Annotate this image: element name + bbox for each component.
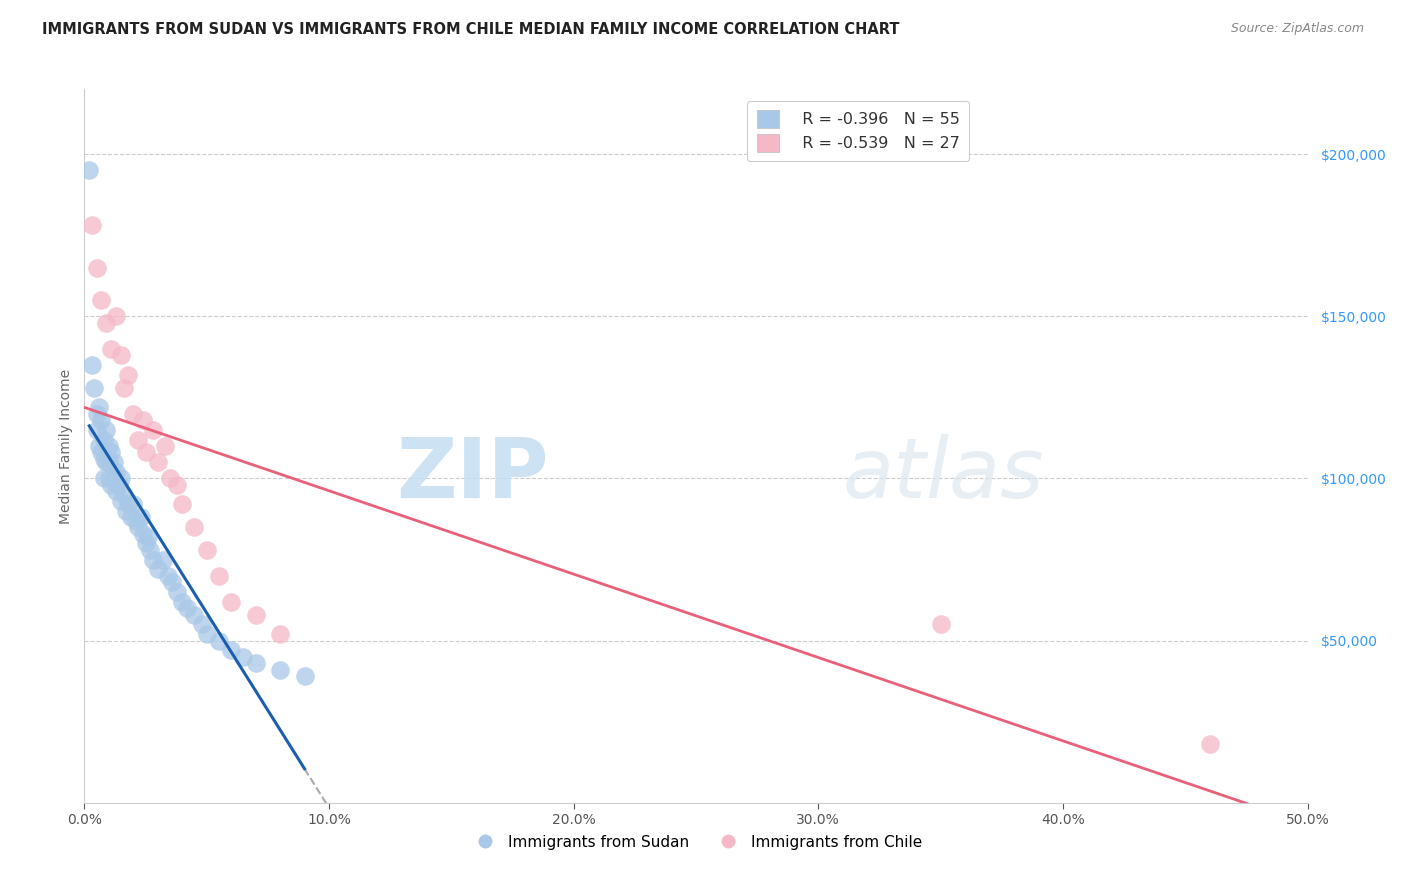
Point [146,455,169,469]
Point [183,607,205,622]
Point [127,520,149,534]
Point [110,348,132,362]
Point [129,510,152,524]
Point [105,484,128,499]
Point [112,488,135,502]
Point [80,358,103,372]
Point [97,471,120,485]
Point [77,163,100,178]
Point [176,601,198,615]
Point [195,542,218,557]
Point [87,439,110,453]
Point [97,455,120,469]
Point [122,497,145,511]
Point [90,445,112,459]
Point [105,465,128,479]
Point [219,643,242,657]
Point [156,568,179,582]
Point [162,575,184,590]
Point [135,536,157,550]
Text: atlas: atlas [842,434,1045,515]
Point [117,497,139,511]
Point [219,595,242,609]
Text: Source: ZipAtlas.com: Source: ZipAtlas.com [1230,22,1364,36]
Point [132,413,155,427]
Point [97,439,120,453]
Legend: Immigrants from Sudan, Immigrants from Chile: Immigrants from Sudan, Immigrants from C… [464,829,928,855]
Point [96,316,118,330]
Point [159,471,181,485]
Point [135,445,157,459]
Point [139,542,162,557]
Point [86,407,108,421]
Point [107,478,129,492]
Point [127,433,149,447]
Point [208,568,231,582]
Point [103,455,125,469]
Point [90,293,112,307]
Point [90,413,112,427]
Point [166,585,188,599]
Point [110,494,132,508]
Point [146,562,169,576]
Point [105,310,128,324]
Point [245,657,267,671]
Point [100,445,122,459]
Point [122,407,145,421]
Point [132,526,155,541]
Point [142,423,165,437]
Point [172,595,194,609]
Point [112,381,135,395]
Point [136,530,159,544]
Point [294,669,316,683]
Point [125,514,148,528]
Point [195,627,218,641]
Point [153,439,176,453]
Point [929,617,952,632]
Point [245,607,267,622]
Point [96,423,118,437]
Point [86,423,108,437]
Point [86,260,108,275]
Point [93,452,115,467]
Point [232,649,254,664]
Point [172,497,194,511]
Point [269,663,291,677]
Point [152,552,174,566]
Point [87,400,110,414]
Point [100,478,122,492]
Point [115,504,138,518]
Point [93,471,115,485]
Point [208,633,231,648]
Point [93,433,115,447]
Y-axis label: Median Family Income: Median Family Income [59,368,73,524]
Point [120,510,142,524]
Point [183,520,205,534]
Text: ZIP: ZIP [396,434,550,515]
Point [191,617,214,632]
Point [100,342,122,356]
Point [103,471,125,485]
Point [110,471,132,485]
Point [269,627,291,641]
Point [166,478,188,492]
Point [117,368,139,382]
Point [83,381,105,395]
Point [80,219,103,233]
Text: IMMIGRANTS FROM SUDAN VS IMMIGRANTS FROM CHILE MEDIAN FAMILY INCOME CORRELATION : IMMIGRANTS FROM SUDAN VS IMMIGRANTS FROM… [42,22,900,37]
Point [142,552,165,566]
Point [96,455,118,469]
Point [1198,738,1220,752]
